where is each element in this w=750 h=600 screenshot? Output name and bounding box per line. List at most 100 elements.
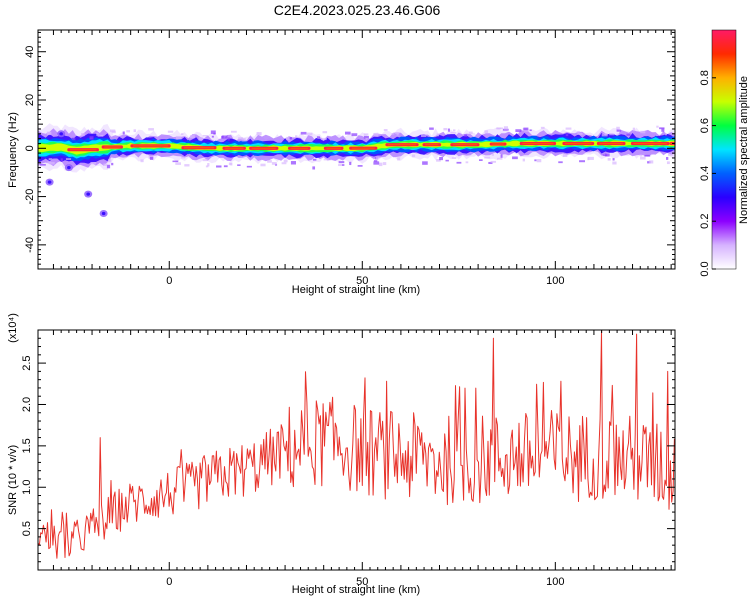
spectrogram-scatter-core: [86, 192, 90, 196]
spectrogram-speckle: [189, 135, 195, 139]
spectrogram-speckle: [378, 162, 383, 167]
spectrogram-speckle: [661, 128, 665, 132]
snr-series-layer: [37, 329, 675, 559]
spectrogram-speckle: [447, 128, 450, 132]
spectrogram-speckle: [228, 162, 232, 166]
spectrogram-speckle: [443, 127, 448, 131]
spectrogram-speckle: [612, 158, 615, 161]
spectrogram-speckle: [616, 126, 620, 130]
spectrogram-speckle: [394, 132, 400, 135]
colorbar-ticks: 0.0 0.2 0.4 0.6 0.8: [699, 70, 716, 277]
spectrogram-speckle: [439, 156, 444, 161]
spectrogram-speckle: [213, 132, 216, 135]
spectrogram-scatter-core: [47, 180, 52, 184]
spectrogram-heat-layer: [38, 123, 676, 217]
spectrogram-speckle: [126, 130, 130, 133]
spectrogram-speckle: [445, 159, 449, 162]
spectrogram-speckle: [256, 132, 262, 136]
spectrogram-speckle: [271, 162, 277, 165]
colorbar-tick-label: 0.4: [699, 166, 711, 181]
spectrogram-speckle: [411, 154, 416, 157]
spectrogram-y-tick-label: 0: [24, 145, 36, 151]
spectrogram-speckle: [39, 163, 46, 166]
spectrogram-speckle: [436, 159, 441, 162]
spectrogram-speckle: [577, 132, 583, 135]
spectrogram-ylabel: Frequency (Hz): [7, 112, 19, 188]
spectrogram-speckle: [108, 159, 112, 163]
spectrogram-speckle: [281, 162, 287, 165]
snr-x-tick-label: 50: [356, 576, 368, 588]
spectrogram-speckle: [601, 133, 608, 137]
spectrogram-chart: 0 50 100 -40 -20 0 20 40 Height of straight lin…: [7, 29, 750, 296]
spectrogram-x-tick-label: 100: [546, 275, 564, 287]
spectrogram-speckle: [512, 156, 518, 160]
spectrogram-speckle: [363, 133, 369, 136]
spectrogram-speckle: [579, 160, 586, 163]
spectrogram-speckle: [357, 165, 363, 167]
spectrogram-speckle: [103, 163, 108, 166]
spectrogram-speckle: [47, 131, 52, 136]
spectrogram-speckle: [148, 128, 154, 131]
spectrogram-speckle: [211, 135, 214, 138]
colorbar-tick-label: 0.8: [699, 70, 711, 85]
spectrogram-speckle: [515, 129, 522, 133]
spectrogram-speckle: [180, 133, 184, 136]
spectrogram-speckle: [230, 130, 237, 133]
snr-y-tick-label: 0.5: [21, 521, 33, 536]
colorbar-tick-label: 0.6: [699, 118, 711, 133]
spectrogram-speckle: [149, 156, 154, 160]
spectrogram-speckle: [383, 129, 388, 131]
spectrogram-speckle: [422, 161, 428, 165]
spectrogram-speckle: [181, 156, 186, 159]
spectrogram-speckle: [267, 160, 272, 163]
snr-y-tick-label: 2.5: [21, 355, 33, 370]
spectrogram-speckle: [588, 156, 594, 160]
spectrogram-speckle: [373, 161, 380, 165]
snr-frame: [37, 329, 676, 571]
spectrogram-speckle: [478, 159, 483, 161]
spectrogram-speckle: [172, 160, 179, 163]
spectrogram-speckle: [429, 127, 434, 130]
spectrogram-speckle: [536, 159, 542, 163]
spectrogram-scatter-core: [101, 211, 106, 216]
spectrogram-speckle: [344, 131, 351, 135]
spectrogram-speckle: [48, 158, 53, 161]
spectrogram-speckle: [484, 130, 489, 133]
spectrogram-speckle: [648, 160, 654, 164]
spectrogram-y-tick-label: 20: [24, 94, 36, 106]
spectrogram-speckle: [607, 158, 611, 161]
spectrogram-speckle: [565, 133, 569, 137]
spectrogram-speckle: [80, 133, 85, 137]
spectrogram-speckle: [175, 162, 181, 165]
spectrogram-speckle: [656, 125, 659, 128]
spectrogram-speckle: [167, 130, 174, 133]
spectrogram-speckle: [668, 154, 674, 156]
spectrogram-speckle: [207, 163, 210, 167]
spectrogram-speckle: [604, 153, 610, 157]
spectrogram-scatter-core: [67, 166, 71, 170]
spectrogram-speckle: [491, 153, 494, 156]
snr-y-tick-label: 1.0: [21, 480, 33, 495]
snr-ylabel: SNR (10 * v/v): [7, 445, 19, 515]
page-title: C2E4.2023.025.23.46.G06: [273, 2, 441, 18]
spectrogram-x-tick-label: 0: [166, 275, 172, 287]
spectrogram-speckle: [49, 161, 55, 165]
spectrogram-xlabel: Height of straight line (km): [292, 284, 420, 296]
spectrogram-speckle: [523, 127, 529, 131]
spectrogram-speckle: [133, 129, 137, 133]
spectrogram-speckle: [60, 158, 63, 162]
spectrogram-speckle: [540, 126, 545, 129]
spectrogram-speckle: [306, 132, 313, 136]
spectrogram-speckle: [175, 135, 182, 140]
spectrogram-speckle: [290, 161, 296, 165]
spectrogram-speckle: [96, 132, 99, 136]
spectrogram-speckle: [289, 137, 292, 140]
spectrogram-speckle: [221, 135, 228, 139]
spectrogram-speckle: [373, 132, 379, 137]
spectrogram-speckle: [109, 129, 116, 133]
spectrogram-speckle: [529, 129, 532, 132]
spectrogram-speckle: [202, 135, 208, 137]
spectrogram-speckle: [488, 161, 493, 165]
spectrogram-speckle: [612, 161, 617, 165]
spectrogram-speckle: [205, 165, 209, 168]
